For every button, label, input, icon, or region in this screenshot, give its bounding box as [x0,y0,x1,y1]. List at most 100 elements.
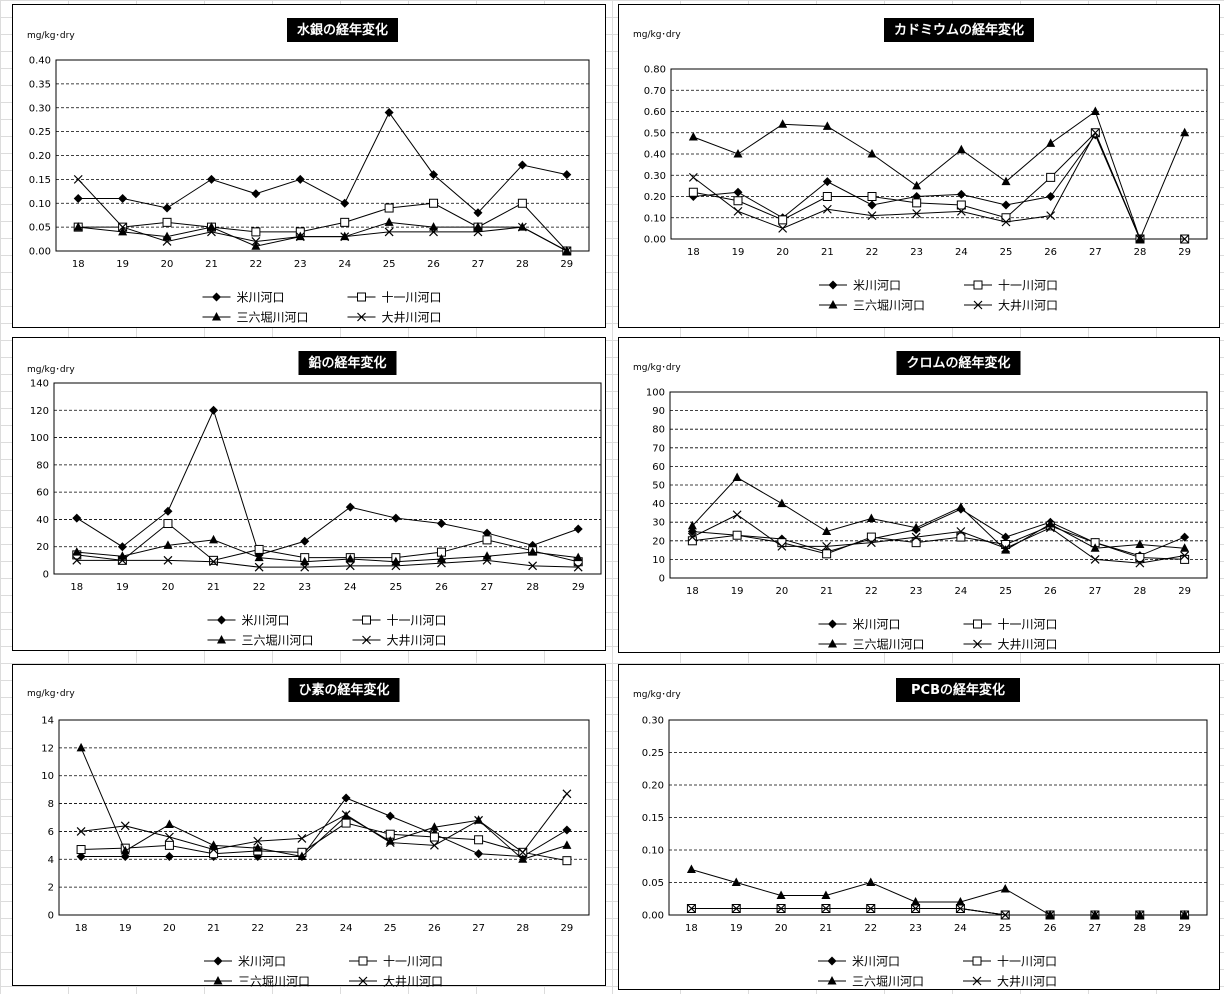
series-line [692,476,1185,551]
data-point [956,189,966,199]
series-line [76,539,579,563]
x-tick-label: 29 [1178,586,1191,597]
x-tick-label: 26 [435,582,448,593]
series-2 [686,864,1190,919]
y-tick-label: 10 [652,555,665,566]
legend-marker [828,619,837,629]
data-point [300,556,310,566]
data-point [385,811,395,821]
data-point [384,108,394,118]
data-point [686,904,696,913]
plot-area [53,382,602,575]
data-point [528,561,538,571]
data-point [562,825,572,835]
legend-marker [362,635,371,645]
data-point [118,226,128,236]
data-point [518,854,528,863]
x-tick-label: 25 [390,582,403,593]
legend-label: 大井川河口 [998,638,1058,652]
data-point [345,561,355,571]
data-point [1000,910,1010,920]
x-tick-label: 19 [731,586,744,597]
x-tick-label: 18 [72,259,85,270]
data-point [562,170,572,180]
series-line [692,525,1185,560]
legend-label: 大井川河口 [998,299,1058,313]
y-tick-label: 80 [652,425,665,436]
data-point [474,835,484,845]
x-tick-label: 22 [250,259,263,270]
x-tick-label: 27 [1089,247,1102,258]
x-tick-label: 21 [205,259,218,270]
data-point [866,877,876,886]
series-line [80,747,568,860]
x-tick-label: 21 [820,923,833,934]
x-tick-label: 29 [1178,923,1191,934]
data-point [482,535,492,545]
y-tick-label: 0.25 [29,127,51,138]
y-tick-label: 30 [652,518,665,529]
x-tick-label: 22 [865,586,878,597]
data-point [733,149,743,158]
data-point [482,555,492,565]
y-unit-label: mg/kg･dry [633,30,681,40]
data-point [300,562,310,572]
series-2 [688,106,1190,243]
y-tick-label: 80 [36,460,49,471]
data-point [517,160,527,170]
data-point [912,209,922,218]
data-point [429,832,439,842]
data-point [573,562,583,572]
series-0 [688,130,1190,244]
legend-marker [217,615,226,625]
x-tick-label: 24 [340,923,353,934]
y-tick-label: 40 [652,499,665,510]
data-point [391,513,401,523]
legend-label: 十一川河口 [387,614,447,628]
series-0 [687,504,1190,561]
y-tick-label: 0.10 [644,213,666,224]
legend-marker [972,956,982,966]
legend-label: 大井川河口 [383,975,443,988]
data-point [776,904,786,913]
x-tick-label: 27 [472,259,485,270]
data-point [254,552,264,562]
data-point [1046,211,1056,221]
x-tick-label: 19 [119,923,132,934]
x-tick-label: 19 [116,259,129,270]
x-tick-label: 23 [910,247,923,258]
data-point [429,840,439,850]
data-point [164,852,174,861]
data-point [821,890,831,899]
data-point [206,174,216,184]
data-point [117,555,127,565]
data-point [687,520,697,530]
x-tick-label: 28 [1134,586,1147,597]
x-tick-label: 24 [955,247,968,258]
legend-label: 米川河口 [852,955,900,969]
series-line [692,508,1185,557]
data-point [1001,213,1011,223]
chart-panel-cadmium: カドミウムの経年変化 mg/kg･dry 0.00 0.10 0.20 0.30 0.40 0… [618,4,1220,328]
data-point [867,149,877,158]
data-point [341,793,351,803]
x-tick-label: 19 [730,923,743,934]
data-point [956,527,966,536]
data-point [120,821,130,831]
chart-svg: クロムの経年変化 mg/kg･dry 0 10 20 30 40 50 60 70 80 90 100 1… [633,351,1208,652]
legend-marker [357,292,366,302]
data-point [528,547,538,556]
data-point [254,544,264,554]
data-point [429,822,439,831]
data-point [911,522,921,532]
y-tick-label: 140 [30,379,49,390]
data-point [732,510,742,520]
data-point [162,217,172,227]
data-point [384,217,394,226]
data-point [341,818,351,828]
legend-label: 大井川河口 [997,975,1057,989]
y-tick-label: 0.15 [642,813,664,824]
y-tick-label: 60 [36,488,49,499]
